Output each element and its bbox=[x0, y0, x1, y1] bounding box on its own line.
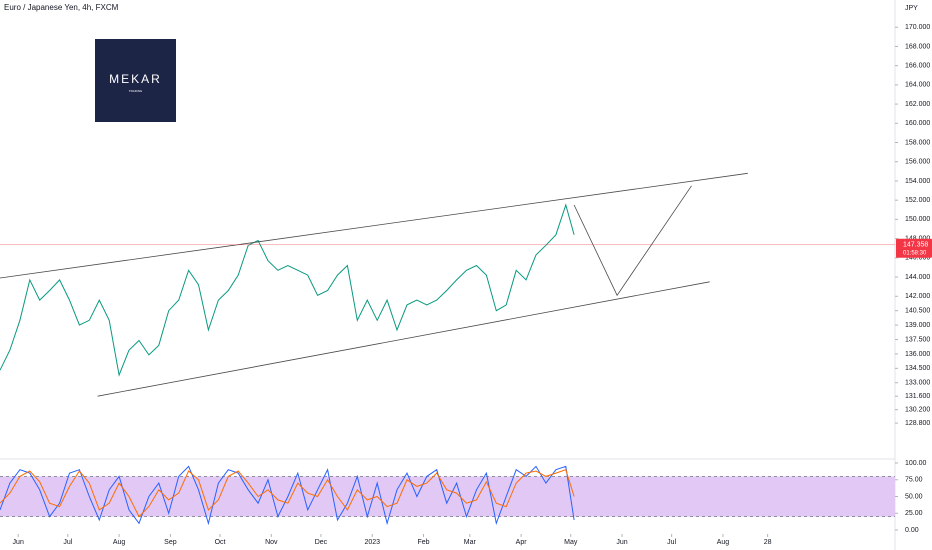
y-tick-label: 140.500 bbox=[905, 308, 930, 315]
y-tick-label: 168.000 bbox=[905, 43, 930, 50]
y-tick-label: 150.000 bbox=[905, 216, 930, 223]
y-tick-label: 50.00 bbox=[905, 493, 923, 500]
x-tick-label: Jun bbox=[13, 539, 24, 546]
logo-box bbox=[95, 39, 176, 122]
x-tick-label: Apr bbox=[516, 539, 528, 546]
y-tick-label: 142.000 bbox=[905, 293, 930, 300]
x-tick-label: Nov bbox=[265, 539, 278, 546]
y-tick-label: 146.000 bbox=[905, 255, 930, 262]
y-tick-label: 156.000 bbox=[905, 159, 930, 166]
x-tick-label: 28 bbox=[764, 539, 772, 546]
price-line bbox=[0, 203, 575, 377]
y-tick-label: 164.000 bbox=[905, 82, 930, 89]
y-tick-label: 144.000 bbox=[905, 274, 930, 281]
y-tick-label: 130.200 bbox=[905, 406, 930, 413]
y-tick-label: 131.600 bbox=[905, 393, 930, 400]
logo: MEKAR TRADING bbox=[95, 39, 176, 122]
trendline bbox=[573, 185, 692, 297]
y-tick-label: 152.000 bbox=[905, 197, 930, 204]
price-line bbox=[0, 465, 575, 526]
x-tick-label: Sep bbox=[164, 539, 177, 546]
x-tick-label: 2023 bbox=[364, 539, 380, 546]
x-tick-label: Aug bbox=[717, 539, 730, 546]
y-tick-label: 100.00 bbox=[905, 460, 927, 467]
currency-label: JPY bbox=[905, 5, 918, 12]
y-tick-label: 162.000 bbox=[905, 101, 930, 108]
trendline bbox=[0, 172, 748, 279]
y-tick-label: 134.500 bbox=[905, 365, 930, 372]
last-price-label: 147.358 bbox=[903, 242, 928, 249]
price-line bbox=[0, 469, 575, 518]
logo-tagline: TRADING bbox=[129, 89, 143, 93]
y-tick-label: 170.000 bbox=[905, 24, 930, 31]
x-tick-label: Jun bbox=[616, 539, 627, 546]
chart-title: Euro / Japanese Yen, 4h, FXCM bbox=[4, 3, 119, 12]
x-tick-label: Dec bbox=[315, 539, 328, 546]
x-tick-label: Mar bbox=[464, 539, 477, 546]
y-tick-label: 158.000 bbox=[905, 139, 930, 146]
x-tick-label: May bbox=[564, 539, 578, 546]
y-tick-label: 75.00 bbox=[905, 477, 923, 484]
x-tick-label: Jul bbox=[667, 539, 676, 546]
y-tick-label: 136.000 bbox=[905, 351, 930, 358]
logo-name: MEKAR bbox=[109, 72, 162, 86]
x-tick-label: Aug bbox=[113, 539, 126, 546]
last-price-box bbox=[896, 238, 932, 258]
y-tick-label: 139.000 bbox=[905, 322, 930, 329]
band bbox=[0, 476, 895, 517]
y-tick-label: 137.500 bbox=[905, 336, 930, 343]
countdown: 01:58:30 bbox=[903, 250, 927, 256]
y-tick-label: 25.00 bbox=[905, 510, 923, 517]
trendline bbox=[97, 281, 710, 397]
x-tick-label: Jul bbox=[63, 539, 72, 546]
y-tick-label: 0.00 bbox=[905, 527, 919, 534]
y-tick-label: 154.000 bbox=[905, 178, 930, 185]
y-tick-label: 160.000 bbox=[905, 120, 930, 127]
x-tick-label: Oct bbox=[215, 539, 226, 546]
x-tick-label: Feb bbox=[417, 539, 429, 546]
y-tick-label: 166.000 bbox=[905, 62, 930, 69]
y-tick-label: 128.800 bbox=[905, 420, 930, 427]
y-tick-label: 133.000 bbox=[905, 380, 930, 387]
